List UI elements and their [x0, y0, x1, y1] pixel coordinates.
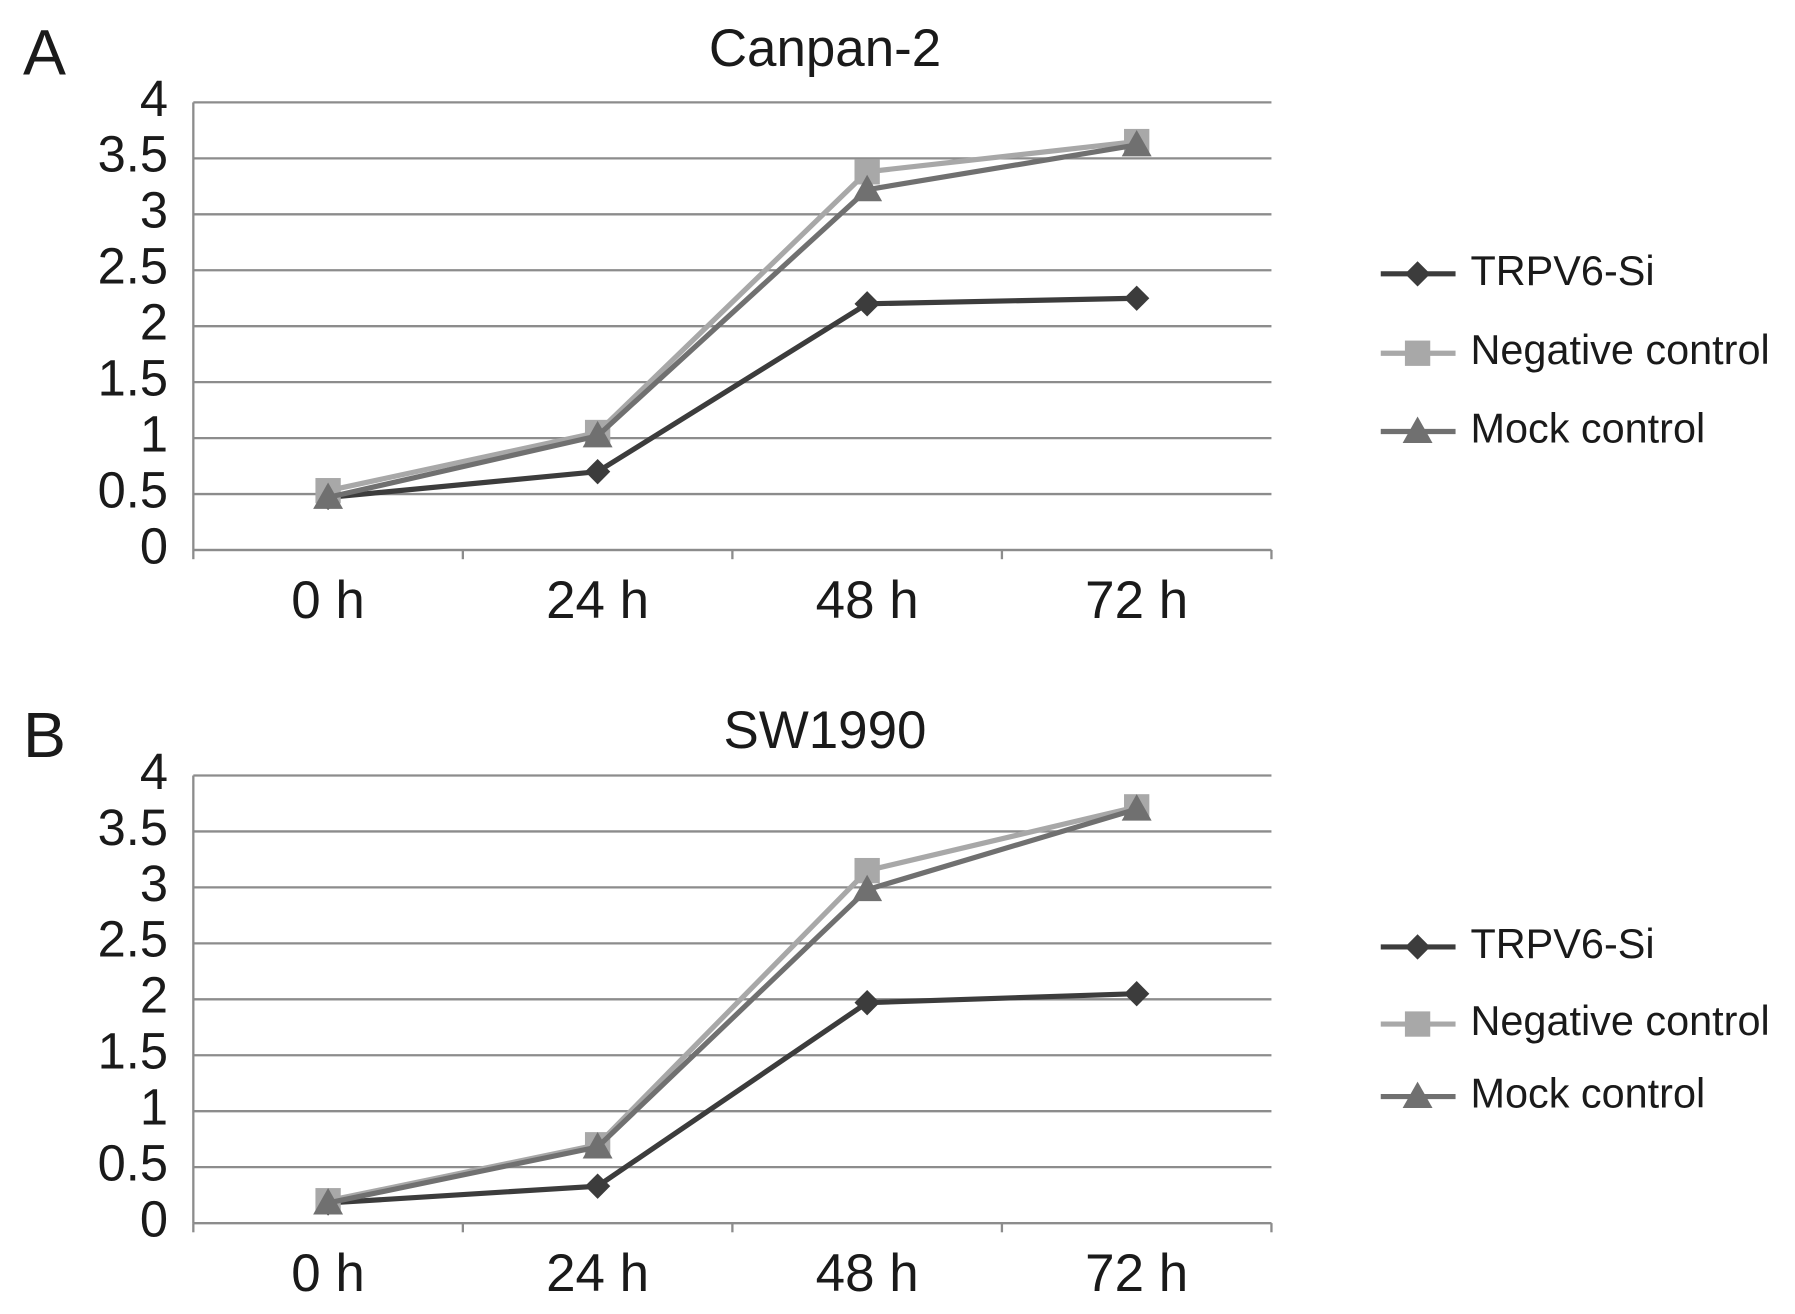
y-tick-label: 0 [140, 1190, 168, 1247]
y-tick-label: 1.5 [98, 1023, 168, 1080]
y-tick-label: 0.5 [98, 461, 168, 518]
x-tick-label: 48 h [816, 1244, 919, 1303]
y-tick-label: 1 [140, 1079, 168, 1136]
data-point [313, 482, 344, 509]
legend-marker [1404, 1011, 1431, 1037]
legend-label: TRPV6-Si [1471, 921, 1655, 967]
x-tick-label: 72 h [1085, 1244, 1188, 1303]
legend-marker [1402, 1081, 1433, 1109]
y-tick-label: 2 [140, 294, 168, 351]
data-point [852, 174, 883, 202]
legend-marker [1404, 934, 1431, 960]
data-point [852, 874, 883, 902]
y-tick-label: 2.5 [98, 911, 168, 968]
y-tick-label: 2.5 [98, 238, 168, 295]
x-tick-label: 24 h [546, 571, 649, 630]
y-tick-label: 0.5 [98, 1135, 168, 1192]
series-line [327, 806, 1138, 1206]
data-point [1124, 285, 1150, 311]
data-point [584, 1173, 611, 1199]
legend-label: Negative control [1471, 998, 1770, 1044]
legend-marker [1404, 340, 1431, 366]
x-tick-label: 48 h [816, 571, 919, 630]
data-point [1121, 129, 1152, 157]
legend-label: Mock control [1471, 1070, 1706, 1116]
y-tick-label: 2 [140, 967, 168, 1024]
data-point [582, 1132, 613, 1159]
data-point [854, 291, 880, 317]
series-line [327, 295, 1137, 500]
x-tick-label: 0 h [291, 571, 365, 630]
y-tick-label: 4 [140, 70, 168, 127]
y-tick-label: 1.5 [98, 350, 168, 407]
legend-marker [1402, 416, 1433, 443]
chart-title: Canpan-2 [709, 19, 941, 78]
series-line [327, 138, 1137, 494]
legend-label: Negative control [1471, 327, 1770, 373]
y-tick-label: 4 [140, 743, 168, 800]
y-tick-label: 3 [140, 855, 168, 912]
data-point [1124, 981, 1150, 1007]
data-point [1121, 794, 1152, 821]
panel-label: A [23, 17, 66, 89]
legend-label: TRPV6-Si [1471, 248, 1655, 294]
legend-marker [1404, 261, 1431, 287]
y-tick-label: 3.5 [98, 799, 168, 856]
x-tick-label: 72 h [1085, 571, 1188, 630]
legend-label: Mock control [1471, 405, 1706, 451]
y-tick-label: 3.5 [98, 126, 168, 183]
y-tick-label: 0 [140, 517, 168, 574]
data-point [854, 990, 880, 1016]
x-tick-label: 0 h [291, 1244, 365, 1303]
chart-title: SW1990 [724, 701, 927, 760]
series-line [327, 142, 1138, 500]
data-point [313, 1188, 344, 1215]
y-tick-label: 1 [140, 405, 168, 462]
data-point [584, 459, 611, 485]
data-point [582, 420, 613, 448]
y-tick-label: 3 [140, 182, 168, 239]
panel-label: B [23, 699, 66, 771]
series-line [327, 991, 1137, 1206]
series-line [327, 804, 1138, 1204]
x-tick-label: 24 h [546, 1244, 649, 1303]
